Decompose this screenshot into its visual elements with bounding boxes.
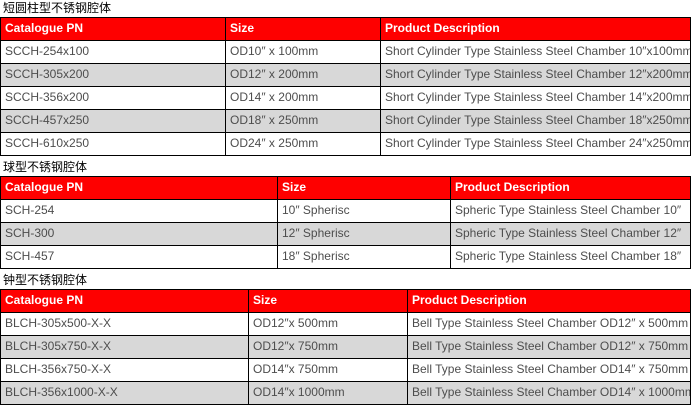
table-row: SCCH-610x250 OD24″ x 250mm Short Cylinde…: [0, 132, 691, 156]
catalogue-pn-cell: SCCH-305x200: [0, 63, 226, 87]
short-cylinder-table: Catalogue PN Size Product Description SC…: [0, 17, 691, 156]
column-header-catalogue-pn: Catalogue PN: [0, 17, 226, 41]
catalogue-pn-cell: SCCH-610x250: [0, 132, 226, 156]
column-header-product-description: Product Description: [450, 176, 691, 200]
catalogue-pn-cell: SCH-254: [0, 199, 278, 223]
size-cell: OD14″x 1000mm: [248, 381, 408, 405]
section-title: 短圆柱型不锈钢腔体: [3, 1, 112, 15]
header-row: Catalogue PN Size Product Description: [0, 17, 691, 41]
size-cell: OD12″ x 200mm: [225, 63, 381, 87]
table-row: BLCH-356x750-X-X OD14″x 750mm Bell Type …: [0, 358, 691, 382]
catalogue-pn-cell: SCCH-356x200: [0, 86, 226, 110]
catalogue-pn-cell: SCH-457: [0, 245, 278, 269]
catalogue-pn-cell: SCCH-254x100: [0, 40, 226, 64]
bell-table: Catalogue PN Size Product Description BL…: [0, 289, 691, 405]
description-cell: Bell Type Stainless Steel Chamber OD12″ …: [407, 312, 691, 336]
table-row: BLCH-305x750-X-X OD12″x 750mm Bell Type …: [0, 335, 691, 359]
table-row: BLCH-305x500-X-X OD12″x 500mm Bell Type …: [0, 312, 691, 336]
catalogue-pn-cell: BLCH-305x500-X-X: [0, 312, 249, 336]
spheric-table: Catalogue PN Size Product Description SC…: [0, 176, 691, 269]
catalogue-pn-cell: SCCH-457x250: [0, 109, 226, 133]
catalogue-pn-cell: BLCH-305x750-X-X: [0, 335, 249, 359]
table-row: SCCH-356x200 OD14″ x 200mm Short Cylinde…: [0, 86, 691, 110]
description-cell: Short Cylinder Type Stainless Steel Cham…: [380, 109, 691, 133]
table-row: SCH-300 12″ Spherisc Spheric Type Stainl…: [0, 222, 691, 246]
size-cell: OD12″x 500mm: [248, 312, 408, 336]
description-cell: Spheric Type Stainless Steel Chamber 18″: [450, 245, 691, 269]
size-cell: 10″ Spherisc: [277, 199, 451, 223]
size-cell: 12″ Spherisc: [277, 222, 451, 246]
column-header-size: Size: [248, 289, 408, 313]
section-spheric-chambers: 球型不锈钢腔体 Catalogue PN Size Product Descri…: [0, 156, 698, 269]
section-title: 钟型不锈钢腔体: [3, 273, 88, 287]
section-title: 球型不锈钢腔体: [3, 160, 88, 174]
size-cell: OD24″ x 250mm: [225, 132, 381, 156]
size-cell: OD14″ x 200mm: [225, 86, 381, 110]
size-cell: OD14″x 750mm: [248, 358, 408, 382]
column-header-product-description: Product Description: [407, 289, 691, 313]
column-header-size: Size: [277, 176, 451, 200]
description-cell: Short Cylinder Type Stainless Steel Cham…: [380, 86, 691, 110]
table-row: SCCH-305x200 OD12″ x 200mm Short Cylinde…: [0, 63, 691, 87]
description-cell: Short Cylinder Type Stainless Steel Cham…: [380, 63, 691, 87]
section-short-cylinder-chambers: 短圆柱型不锈钢腔体 Catalogue PN Size Product Desc…: [0, 0, 698, 156]
column-header-catalogue-pn: Catalogue PN: [0, 289, 249, 313]
catalogue-pn-cell: BLCH-356x1000-X-X: [0, 381, 249, 405]
size-cell: 18″ Spherisc: [277, 245, 451, 269]
catalogue-pn-cell: BLCH-356x750-X-X: [0, 358, 249, 382]
table-row: SCCH-254x100 OD10″ x 100mm Short Cylinde…: [0, 40, 691, 64]
header-row: Catalogue PN Size Product Description: [0, 176, 691, 200]
table-row: SCH-254 10″ Spherisc Spheric Type Stainl…: [0, 199, 691, 223]
catalogue-pn-cell: SCH-300: [0, 222, 278, 246]
description-cell: Short Cylinder Type Stainless Steel Cham…: [380, 132, 691, 156]
description-cell: Bell Type Stainless Steel Chamber OD12″ …: [407, 335, 691, 359]
size-cell: OD10″ x 100mm: [225, 40, 381, 64]
size-cell: OD12″x 750mm: [248, 335, 408, 359]
size-cell: OD18″ x 250mm: [225, 109, 381, 133]
description-cell: Spheric Type Stainless Steel Chamber 12″: [450, 222, 691, 246]
column-header-catalogue-pn: Catalogue PN: [0, 176, 278, 200]
description-cell: Bell Type Stainless Steel Chamber OD14″ …: [407, 381, 691, 405]
description-cell: Bell Type Stainless Steel Chamber OD14″ …: [407, 358, 691, 382]
column-header-product-description: Product Description: [380, 17, 691, 41]
description-cell: Spheric Type Stainless Steel Chamber 10″: [450, 199, 691, 223]
column-header-size: Size: [225, 17, 381, 41]
description-cell: Short Cylinder Type Stainless Steel Cham…: [380, 40, 691, 64]
section-bell-chambers: 钟型不锈钢腔体 Catalogue PN Size Product Descri…: [0, 269, 698, 405]
table-row: SCH-457 18″ Spherisc Spheric Type Stainl…: [0, 245, 691, 269]
header-row: Catalogue PN Size Product Description: [0, 289, 691, 313]
table-row: SCCH-457x250 OD18″ x 250mm Short Cylinde…: [0, 109, 691, 133]
table-row: BLCH-356x1000-X-X OD14″x 1000mm Bell Typ…: [0, 381, 691, 405]
